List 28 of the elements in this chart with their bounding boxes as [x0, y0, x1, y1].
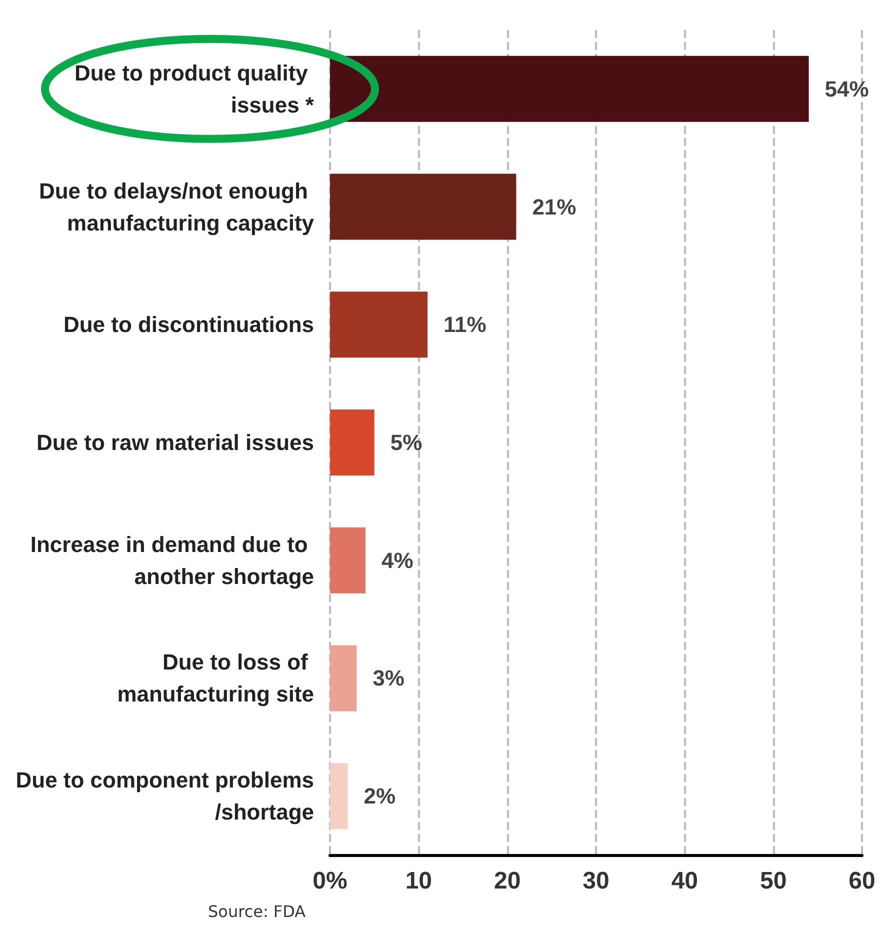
bar — [330, 292, 428, 358]
y-tick-label: Due to loss of manufacturing site — [117, 650, 314, 707]
data-label: 11% — [444, 312, 486, 338]
y-tick-label: Due to component problems/shortage — [16, 768, 314, 825]
data-label: 2% — [364, 784, 396, 809]
data-label: 5% — [390, 430, 422, 455]
y-tick-label: Due to raw material issues — [36, 430, 314, 455]
x-tick-label: 40 — [671, 868, 698, 894]
source-note: Source: FDA — [208, 902, 306, 921]
data-label: 21% — [532, 194, 576, 220]
x-tick-label: 10 — [405, 868, 432, 894]
data-label: 3% — [372, 666, 404, 691]
x-tick-label: 20 — [494, 868, 521, 894]
y-tick-label: Due to delays/not enough manufacturing capacity — [38, 178, 315, 236]
x-tick-label: 0% — [312, 868, 348, 894]
bar — [330, 410, 374, 476]
data-label: 54% — [824, 76, 869, 102]
x-tick-label: 50 — [760, 868, 787, 894]
y-tick-label: Increase in demand due to another shortage — [30, 532, 314, 589]
y-tick-label: Due to product quality issues * — [74, 60, 314, 118]
bar — [330, 174, 516, 240]
x-tick-label: 30 — [582, 868, 610, 894]
bar — [330, 527, 366, 594]
bar — [330, 763, 348, 830]
y-tick-label: Due to discontinuations — [63, 312, 314, 338]
x-tick-label: 60 — [848, 868, 876, 894]
data-label: 4% — [381, 548, 414, 573]
bar — [330, 645, 357, 712]
